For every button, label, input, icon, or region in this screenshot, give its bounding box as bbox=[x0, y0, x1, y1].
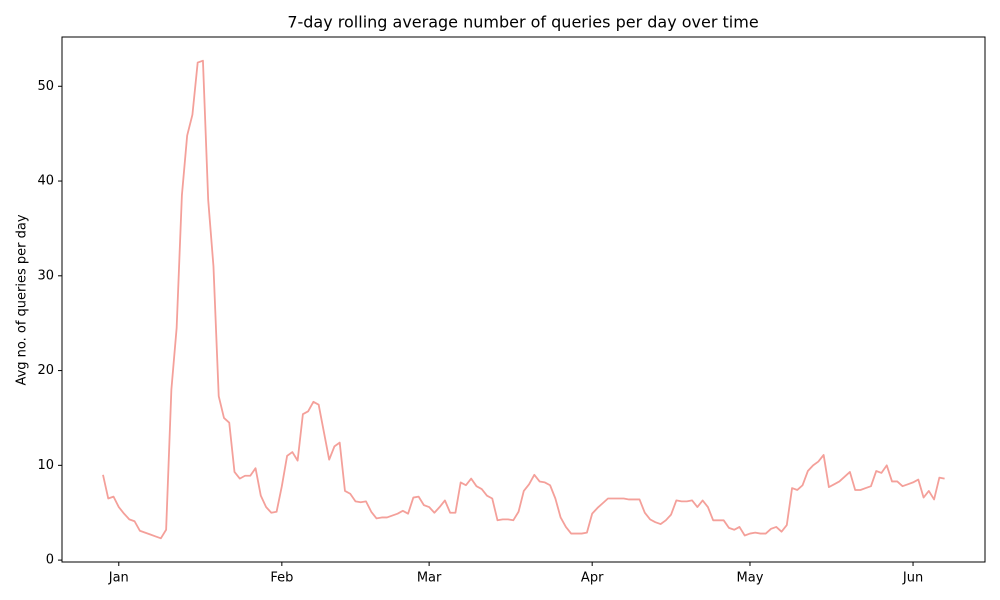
x-tick-label: Feb bbox=[270, 571, 293, 586]
x-tick-label: Apr bbox=[581, 571, 604, 586]
x-tick-label: Jan bbox=[108, 571, 129, 586]
y-axis-label: Avg no. of queries per day bbox=[15, 214, 30, 385]
y-tick-label: 20 bbox=[37, 363, 54, 378]
chart-title: 7-day rolling average number of queries … bbox=[287, 13, 758, 32]
y-tick-label: 0 bbox=[46, 553, 54, 568]
x-tick-label: Jun bbox=[902, 571, 923, 586]
plot-frame bbox=[61, 36, 986, 563]
x-tick-label: May bbox=[737, 571, 764, 586]
y-tick-label: 50 bbox=[37, 79, 54, 94]
line bbox=[102, 59, 945, 540]
x-tick-label: Mar bbox=[417, 571, 442, 586]
y-tick-label: 40 bbox=[37, 174, 54, 189]
y-tick-label: 10 bbox=[37, 458, 54, 473]
y-tick-label: 30 bbox=[37, 268, 54, 283]
